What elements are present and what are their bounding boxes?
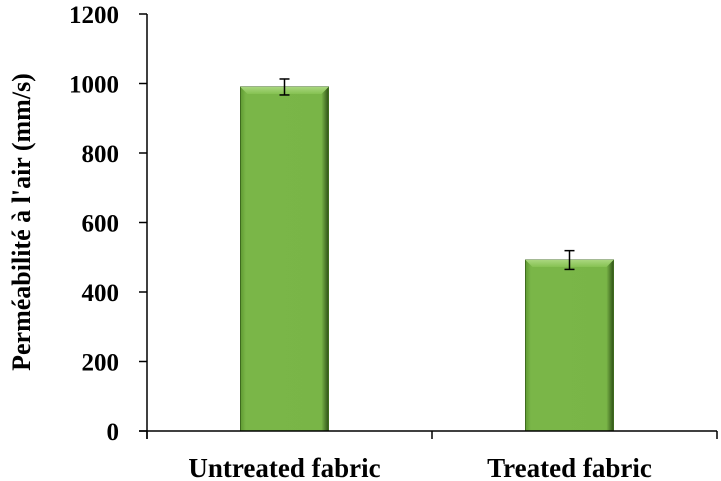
y-tick-label: 400 bbox=[82, 280, 120, 307]
y-tick-label: 1000 bbox=[69, 72, 119, 99]
y-axis-ticks: 0 200 400 600 800 1000 1200 bbox=[69, 2, 147, 446]
error-bar bbox=[279, 78, 290, 96]
y-tick-label: 600 bbox=[82, 211, 120, 238]
y-axis-title: Perméabilité à l'air (mm/s) bbox=[7, 73, 36, 371]
x-category-label: Treated fabric bbox=[487, 453, 652, 481]
svg-text:Perméabilité à l'air (mm/s): Perméabilité à l'air (mm/s) bbox=[7, 73, 36, 371]
y-tick-label: 1200 bbox=[69, 2, 119, 29]
y-tick-label: 800 bbox=[82, 141, 120, 168]
x-axis-labels: Untreated fabric Treated fabric bbox=[188, 453, 651, 481]
error-bar bbox=[564, 249, 575, 271]
y-tick-label: 200 bbox=[82, 350, 120, 377]
bars bbox=[240, 78, 614, 432]
y-tick-label: 0 bbox=[107, 419, 120, 446]
bar-untreated bbox=[240, 78, 329, 432]
axes bbox=[139, 14, 718, 439]
bar-treated bbox=[525, 249, 614, 432]
x-category-label: Untreated fabric bbox=[188, 453, 380, 481]
